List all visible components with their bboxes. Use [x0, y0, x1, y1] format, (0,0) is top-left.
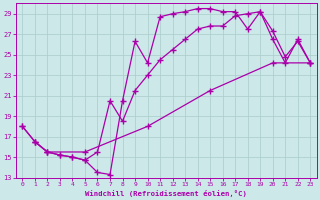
X-axis label: Windchill (Refroidissement éolien,°C): Windchill (Refroidissement éolien,°C) — [85, 190, 247, 197]
